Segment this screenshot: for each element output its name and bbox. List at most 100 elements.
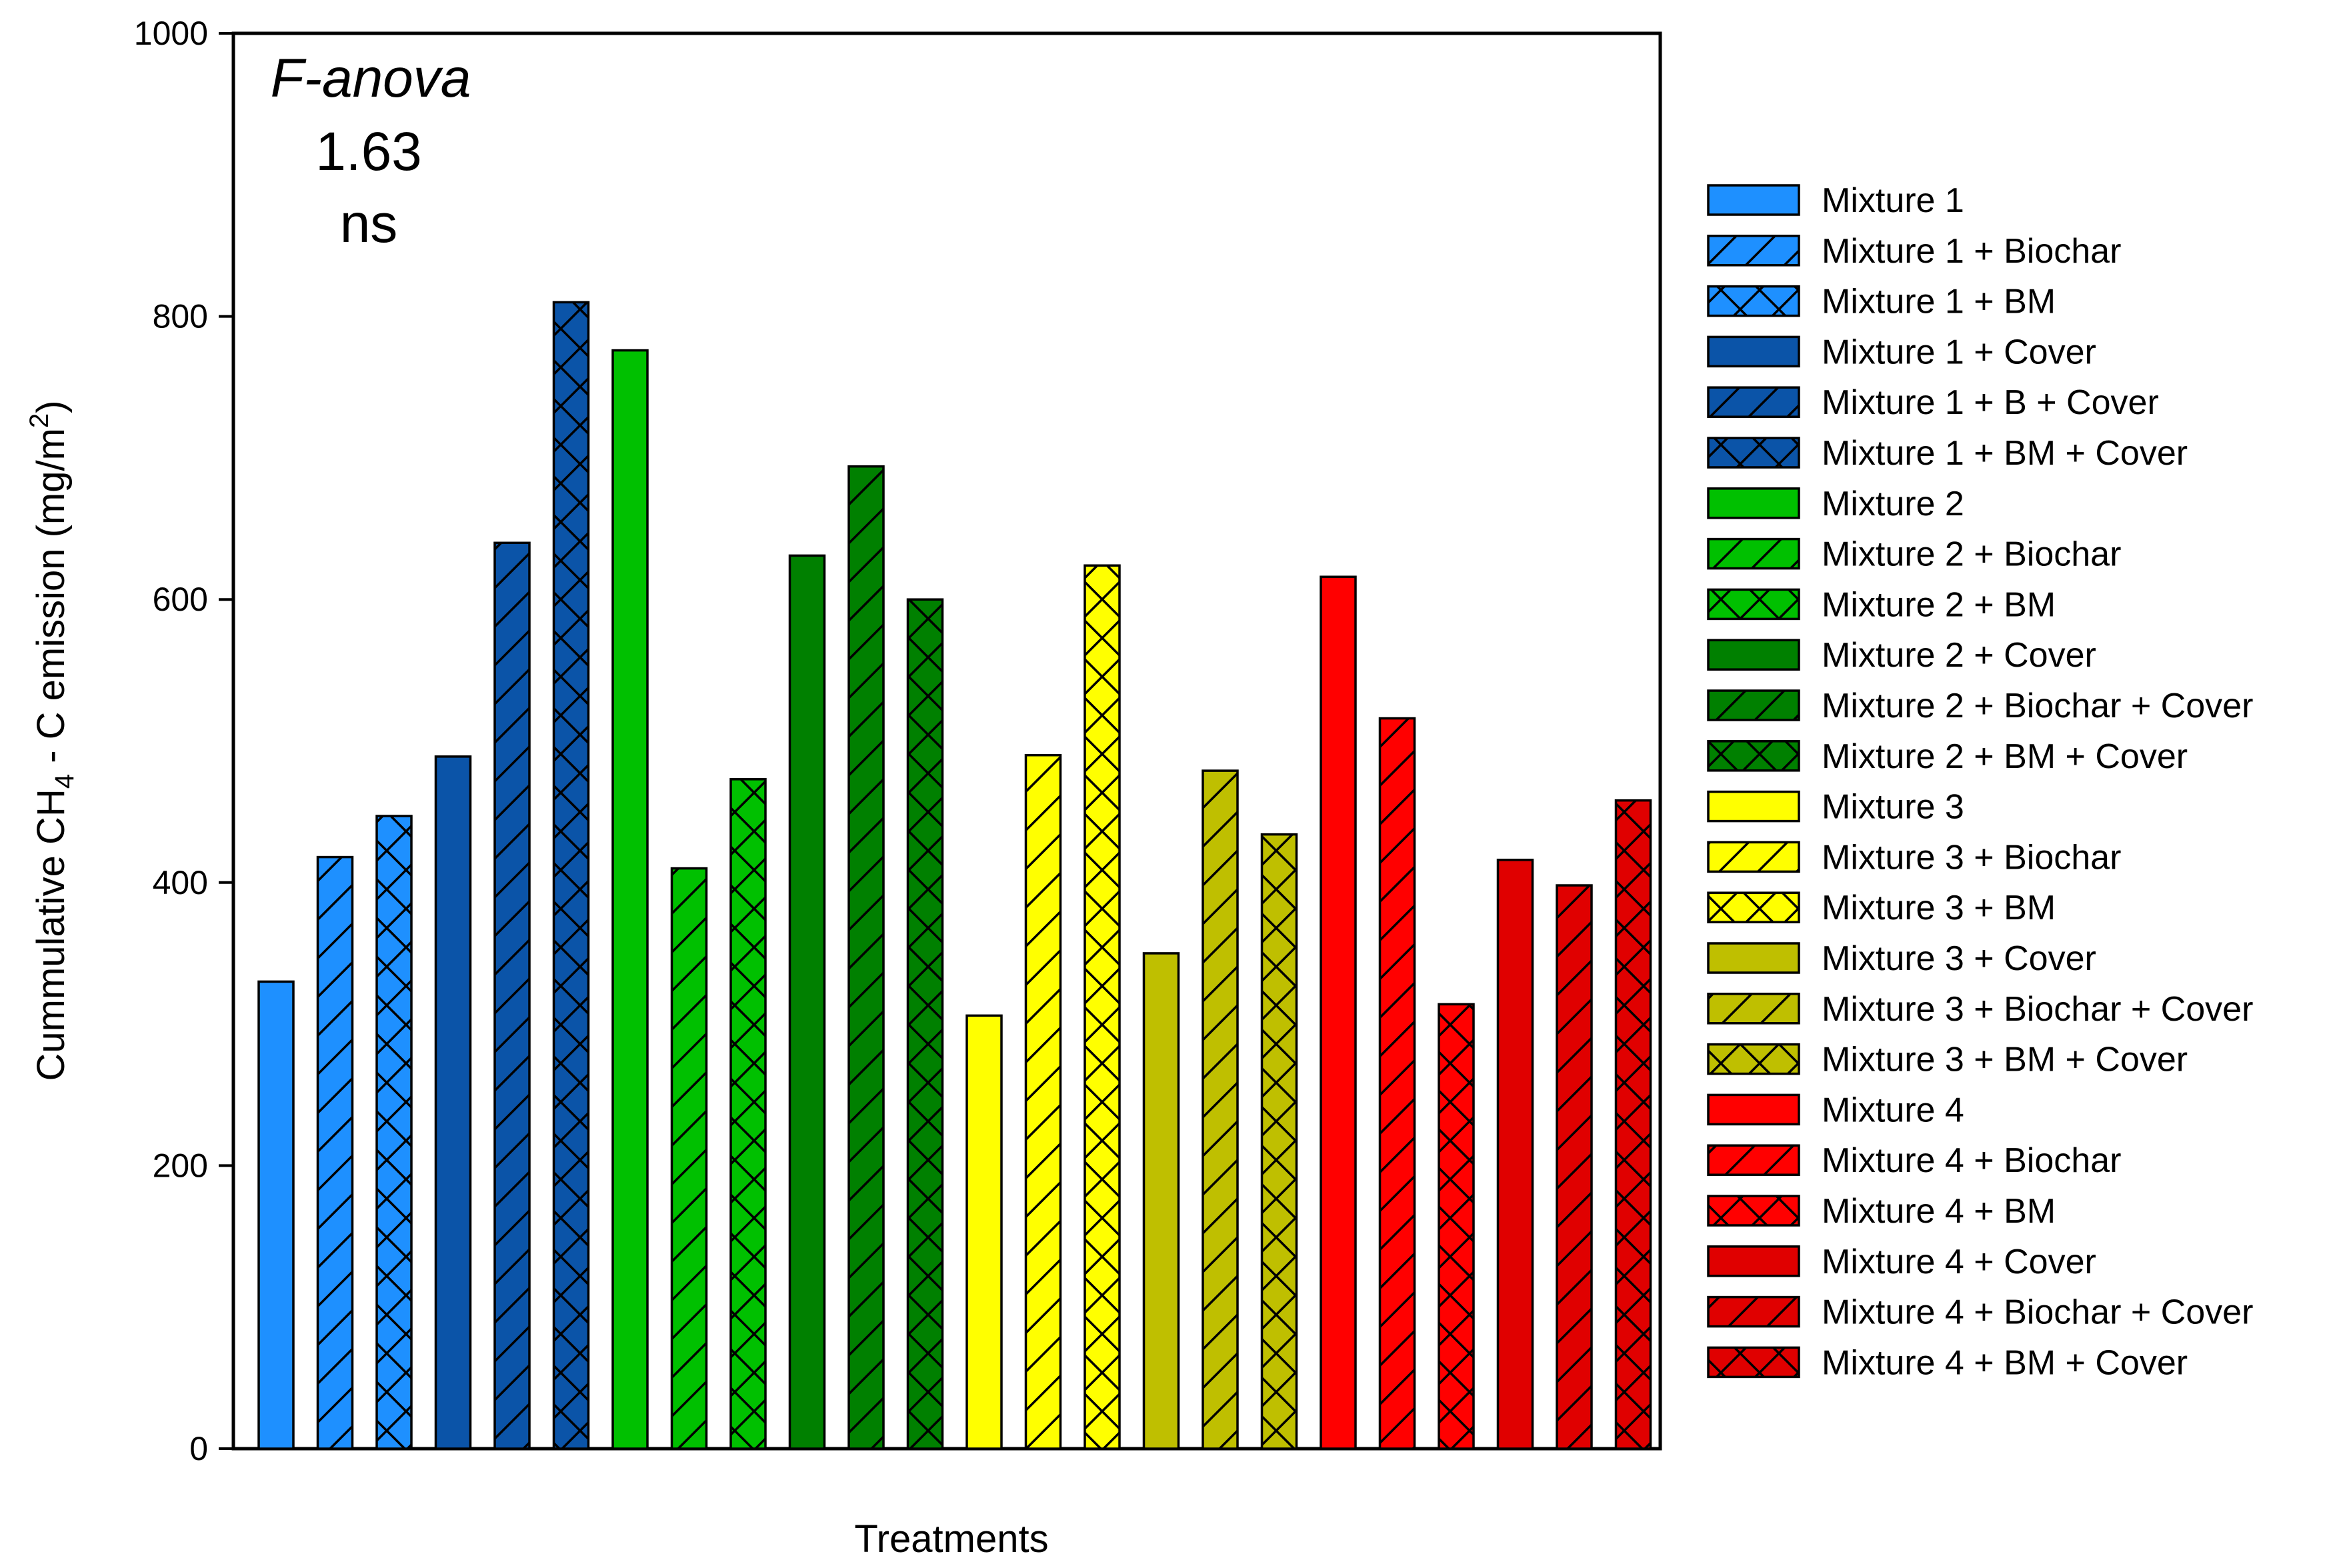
legend-item: Mixture 1	[1707, 181, 1964, 220]
legend-item: Mixture 3 + Biochar + Cover	[1707, 990, 2253, 1029]
legend-item: Mixture 3 + Biochar	[1707, 838, 2121, 877]
legend-swatch	[1707, 537, 1800, 570]
legend-item: Mixture 2 + Biochar + Cover	[1707, 687, 2253, 725]
y-axis-title-prefix: Cummulative CH	[29, 789, 73, 1081]
legend-label: Mixture 4	[1822, 1091, 1964, 1129]
y-tick-label: 200	[153, 1147, 208, 1184]
legend-swatch	[1707, 487, 1800, 519]
legend-swatch	[1707, 1195, 1800, 1227]
bar	[1438, 1003, 1475, 1450]
legend-swatch	[1707, 1093, 1800, 1126]
legend-swatch	[1707, 1295, 1800, 1328]
bar	[1320, 575, 1357, 1450]
legend-item: Mixture 2 + Cover	[1707, 636, 2096, 675]
legend-item: Mixture 1 + BM	[1707, 283, 2056, 321]
bar	[1202, 769, 1239, 1450]
bar	[257, 980, 295, 1450]
bars	[257, 301, 1652, 1450]
legend-label: Mixture 1	[1822, 181, 1964, 220]
legend-item: Mixture 4 + Biochar	[1707, 1141, 2121, 1180]
legend-item: Mixture 3 + BM + Cover	[1707, 1041, 2188, 1079]
legend-item: Mixture 1 + Biochar	[1707, 232, 2121, 271]
bar	[493, 541, 531, 1450]
legend-item: Mixture 3	[1707, 788, 1964, 827]
bar	[906, 598, 944, 1450]
legend-label: Mixture 3	[1822, 788, 1964, 827]
legend-swatch	[1707, 1043, 1800, 1075]
y-axis: 0 200 400 600 800 1000	[134, 15, 233, 1467]
plot-frame	[231, 31, 1662, 1451]
legend-label: Mixture 2 + Biochar	[1822, 535, 2121, 574]
legend-item: Mixture 2 + Biochar	[1707, 535, 2121, 574]
legend-swatch	[1707, 285, 1800, 317]
legend-swatch	[1707, 689, 1800, 721]
legend-label: Mixture 3 + BM + Cover	[1822, 1041, 2188, 1079]
legend-item: Mixture 3 + BM	[1707, 889, 2056, 927]
bar	[965, 1014, 1003, 1450]
bar	[1378, 717, 1416, 1450]
legend-swatch	[1707, 335, 1800, 368]
bar	[1556, 884, 1593, 1450]
bar	[670, 867, 708, 1450]
bar	[1496, 859, 1534, 1450]
y-tick-label: 400	[153, 864, 208, 901]
legend-swatch	[1707, 790, 1800, 823]
anova-stat-label: F-anova	[271, 48, 471, 109]
legend-item: Mixture 3 + Cover	[1707, 939, 2096, 978]
legend-label: Mixture 3 + Biochar	[1822, 838, 2121, 877]
legend-swatch	[1707, 235, 1800, 267]
legend-swatch	[1707, 993, 1800, 1025]
anova-significance: ns	[340, 193, 398, 254]
legend-swatch	[1707, 891, 1800, 923]
legend-label: Mixture 3 + Biochar + Cover	[1822, 990, 2253, 1029]
legend-label: Mixture 1 + BM	[1822, 283, 2056, 321]
legend-label: Mixture 3 + BM	[1822, 889, 2056, 927]
anova-value: 1.63	[315, 121, 422, 182]
bar	[1614, 799, 1652, 1450]
legend-swatch	[1707, 639, 1800, 671]
legend-item: Mixture 4	[1707, 1091, 1964, 1129]
legend-label: Mixture 4 + Cover	[1822, 1243, 2096, 1281]
legend-item: Mixture 2	[1707, 485, 1964, 523]
legend-swatch	[1707, 1346, 1800, 1379]
legend-swatch	[1707, 1144, 1800, 1176]
legend-item: Mixture 1 + BM + Cover	[1707, 434, 2188, 473]
bar	[1142, 952, 1180, 1450]
legend-label: Mixture 4 + Biochar	[1822, 1141, 2121, 1180]
bar	[611, 349, 649, 1450]
y-tick-label: 1000	[134, 15, 208, 52]
legend-item: Mixture 4 + Cover	[1707, 1243, 2096, 1281]
legend-swatch	[1707, 386, 1800, 418]
y-axis-title-superscript: 2	[25, 413, 54, 428]
legend: Mixture 1 Mixture 1 + Biochar Mixture 1 + …	[1707, 181, 2253, 1382]
legend-label: Mixture 2 + Cover	[1822, 636, 2096, 675]
legend-item: Mixture 2 + BM + Cover	[1707, 737, 2188, 776]
legend-swatch	[1707, 588, 1800, 621]
legend-item: Mixture 1 + Cover	[1707, 333, 2096, 371]
bar	[847, 465, 885, 1450]
legend-label: Mixture 2 + BM	[1822, 585, 2056, 624]
legend-item: Mixture 2 + BM	[1707, 585, 2056, 624]
legend-swatch	[1707, 1245, 1800, 1277]
legend-item: Mixture 4 + Biochar + Cover	[1707, 1293, 2253, 1332]
legend-label: Mixture 4 + Biochar + Cover	[1822, 1293, 2253, 1332]
bar	[375, 815, 413, 1450]
bar	[316, 855, 354, 1450]
legend-label: Mixture 4 + BM + Cover	[1822, 1343, 2188, 1382]
y-axis-title-suffix: )	[29, 401, 73, 413]
legend-label: Mixture 2 + BM + Cover	[1822, 737, 2188, 776]
legend-item: Mixture 4 + BM	[1707, 1192, 2056, 1231]
legend-label: Mixture 1 + Cover	[1822, 333, 2096, 371]
bar	[552, 301, 590, 1450]
y-tick-label: 600	[153, 581, 208, 618]
bar	[1083, 564, 1121, 1450]
legend-swatch	[1707, 437, 1800, 469]
y-axis-title-subscript: 4	[50, 774, 79, 789]
bar	[434, 755, 472, 1450]
legend-swatch	[1707, 184, 1800, 216]
legend-item: Mixture 1 + B + Cover	[1707, 383, 2159, 422]
y-tick-label: 800	[153, 298, 208, 335]
legend-label: Mixture 1 + B + Cover	[1822, 383, 2159, 422]
x-axis-title: Treatments	[854, 1517, 1048, 1561]
